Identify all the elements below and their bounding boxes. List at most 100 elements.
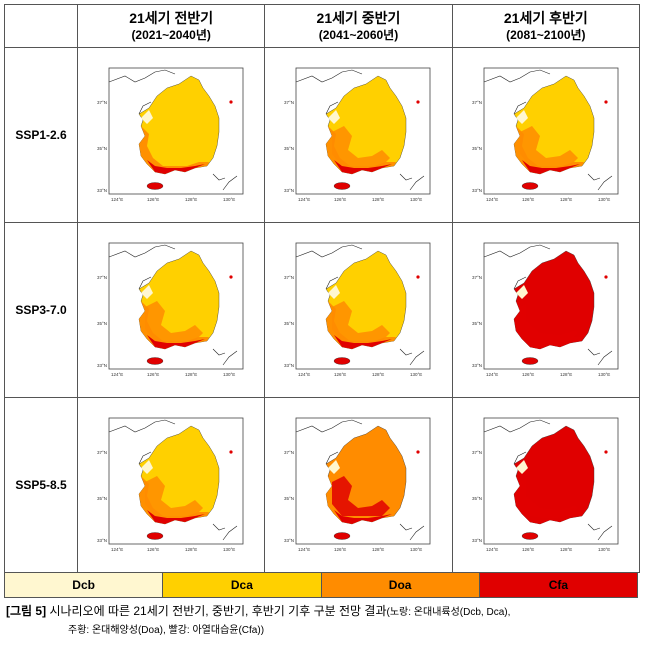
lon-tick-label: 130°E <box>410 197 422 202</box>
korea-climate-map: 37°N 35°N 33°N 124°E 126°E 128°E 130°E <box>282 412 435 562</box>
period-title: 21세기 후반기 <box>503 10 588 26</box>
map-cell: 37°N 35°N 33°N 124°E 126°E 128°E 130°E <box>76 397 266 573</box>
lon-tick-label: 128°E <box>372 547 384 552</box>
korea-climate-map: 37°N 35°N 33°N 124°E 126°E 128°E 130°E <box>469 412 622 562</box>
interior-zone <box>332 476 391 516</box>
map-cell: 37°N 35°N 33°N 124°E 126°E 128°E 130°E <box>76 222 266 398</box>
south-coast-zone <box>521 335 580 349</box>
korea-climate-map: 37°N 35°N 33°N 124°E 126°E 128°E 130°E <box>469 237 622 387</box>
map-cell: 37°N 35°N 33°N 124°E 126°E 128°E 130°E <box>264 222 453 398</box>
lon-tick-label: 124°E <box>298 547 310 552</box>
caption-note-line2: 주황: 온대해양성(Doa), 빨강: 아열대습윤(Cfa)) <box>68 625 265 636</box>
lon-tick-label: 124°E <box>111 197 123 202</box>
coastline <box>483 69 550 115</box>
jeju-island <box>334 357 351 365</box>
scenario-label: SSP1-2.6 <box>4 47 78 223</box>
scenario-label: SSP5-8.5 <box>4 397 78 573</box>
ulleung-island <box>416 275 421 279</box>
lon-tick-label: 124°E <box>111 547 123 552</box>
inland-zone <box>525 452 584 510</box>
caption-main: 시나리오에 따른 21세기 전반기, 중반기, 후반기 기후 구분 전망 결과 <box>49 604 387 618</box>
coastline <box>483 244 550 290</box>
lat-tick-label: 35°N <box>472 146 482 151</box>
coastline <box>109 69 176 115</box>
lat-tick-label: 35°N <box>284 321 294 326</box>
dcb-patch <box>328 460 341 474</box>
figure-label: [그림 5] <box>6 604 47 618</box>
lat-tick-label: 33°N <box>97 538 107 543</box>
climate-legend: Dcb Dca Doa Cfa <box>4 572 638 598</box>
lon-tick-label: 128°E <box>372 372 384 377</box>
period-title: 21세기 중반기 <box>316 10 401 26</box>
period-range: (2081~2100년) <box>506 28 586 42</box>
lat-tick-label: 35°N <box>472 321 482 326</box>
south-coast-zone <box>521 160 580 174</box>
lon-tick-label: 130°E <box>410 372 422 377</box>
period-title: 21세기 전반기 <box>129 10 214 26</box>
lat-tick-label: 37°N <box>472 450 482 455</box>
ulleung-island <box>604 275 608 279</box>
lat-tick-label: 37°N <box>284 275 294 280</box>
lat-tick-label: 33°N <box>472 363 482 368</box>
lon-tick-label: 126°E <box>522 372 534 377</box>
japan-coast <box>587 348 613 366</box>
ulleung-island <box>229 100 233 104</box>
legend-item-cfa: Cfa <box>479 573 637 597</box>
lat-tick-label: 35°N <box>472 496 482 501</box>
map-cell: 37°N 35°N 33°N 124°E 126°E 128°E 130°E <box>264 47 453 223</box>
jeju-island <box>521 532 539 540</box>
interior-zone <box>519 126 578 166</box>
japan-coast <box>212 523 238 541</box>
lon-tick-label: 126°E <box>522 547 534 552</box>
header-row: 21세기 전반기 (2021~2040년) 21세기 중반기 (2041~206… <box>4 4 641 48</box>
lon-tick-label: 126°E <box>334 547 346 552</box>
lat-tick-label: 33°N <box>97 188 107 193</box>
lon-tick-label: 128°E <box>185 372 197 377</box>
lat-tick-label: 37°N <box>284 450 294 455</box>
lon-tick-label: 126°E <box>147 547 159 552</box>
lat-tick-label: 33°N <box>472 188 482 193</box>
lat-tick-label: 35°N <box>284 496 294 501</box>
jeju-island <box>334 182 351 190</box>
lat-tick-label: 35°N <box>97 146 107 151</box>
lon-tick-label: 130°E <box>223 372 235 377</box>
legend-item-dca: Dca <box>163 573 322 597</box>
lon-tick-label: 130°E <box>410 547 422 552</box>
lat-tick-label: 37°N <box>284 100 294 105</box>
jeju-island <box>521 182 539 190</box>
dcb-patch <box>141 110 154 124</box>
lon-tick-label: 130°E <box>223 547 235 552</box>
japan-coast <box>400 173 425 191</box>
dcb-patch <box>515 285 528 299</box>
jeju-island <box>146 532 164 540</box>
lat-tick-label: 33°N <box>284 363 294 368</box>
lon-tick-label: 128°E <box>185 197 197 202</box>
lon-tick-label: 124°E <box>486 197 498 202</box>
lon-tick-label: 128°E <box>560 372 572 377</box>
legend-item-doa: Doa <box>321 573 480 597</box>
lon-tick-label: 124°E <box>298 372 310 377</box>
coastline <box>109 244 176 290</box>
south-coast-zone <box>147 510 206 524</box>
coastline <box>483 419 550 465</box>
lon-tick-label: 126°E <box>147 372 159 377</box>
period-header-early: 21세기 전반기 (2021~2040년) <box>76 4 266 48</box>
coastline <box>109 419 176 465</box>
map-cell: 37°N 35°N 33°N 124°E 126°E 128°E 130°E <box>264 397 453 573</box>
lon-tick-label: 124°E <box>298 197 310 202</box>
japan-coast <box>212 173 238 191</box>
interior-zone <box>332 126 391 166</box>
jeju-island <box>146 182 164 190</box>
lon-tick-label: 124°E <box>486 372 498 377</box>
lon-tick-label: 126°E <box>334 197 346 202</box>
lat-tick-label: 33°N <box>284 538 294 543</box>
dcb-patch <box>328 110 341 124</box>
map-cell: 37°N 35°N 33°N 124°E 126°E 128°E 130°E <box>76 47 266 223</box>
scenario-row-ssp585: SSP5-8.5 37°N 35°N 33°N 124°E 126°E 128°E 130°… <box>4 397 641 573</box>
inland-zone <box>525 277 584 335</box>
south-coast-zone <box>334 335 393 349</box>
map-cell: 37°N 35°N 33°N 124°E 126°E 128°E 130°E <box>451 397 641 573</box>
corner-cell <box>4 4 78 48</box>
lat-tick-label: 37°N <box>472 100 482 105</box>
korea-climate-map: 37°N 35°N 33°N 124°E 126°E 128°E 130°E <box>95 237 248 387</box>
